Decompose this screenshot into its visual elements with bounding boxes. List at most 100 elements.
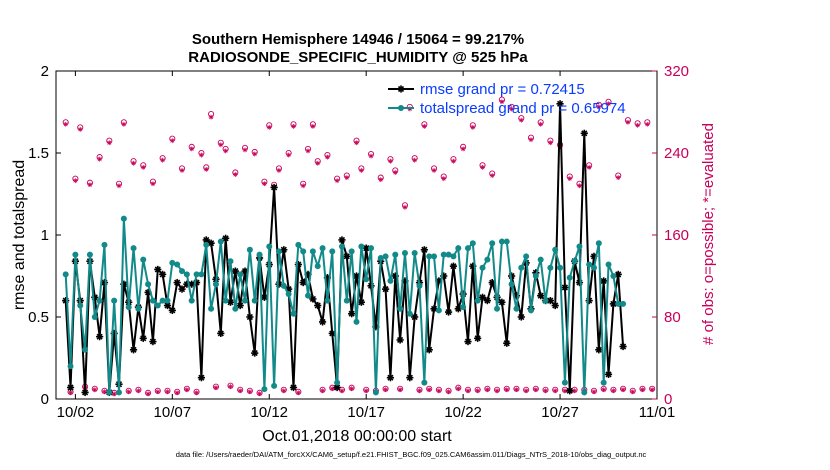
obs-evaluated-point bbox=[344, 175, 350, 180]
totalspread-point bbox=[275, 248, 282, 255]
obs-evaluated-point bbox=[160, 157, 166, 163]
rmse-marker-stroke bbox=[159, 271, 166, 278]
obs-evaluated-point bbox=[533, 387, 539, 393]
obs-evaluated-point bbox=[194, 390, 199, 396]
obs-evaluated-point bbox=[499, 99, 505, 105]
totalspread-point bbox=[271, 382, 278, 389]
obs-evaluated-stroke bbox=[117, 183, 121, 188]
totalspread-point bbox=[508, 281, 515, 288]
totalspread-point bbox=[67, 363, 74, 370]
rmse-point bbox=[503, 339, 511, 347]
totalspread-point bbox=[489, 240, 496, 247]
rmse-marker-stroke bbox=[421, 246, 428, 253]
obs-evaluated-stroke bbox=[417, 388, 422, 393]
obs-evaluated-stroke bbox=[388, 159, 393, 164]
totalspread-point bbox=[188, 297, 195, 304]
rmse-marker-stroke bbox=[338, 236, 346, 244]
obs-evaluated-stroke bbox=[606, 101, 611, 106]
obs-evaluated-point bbox=[199, 152, 204, 158]
totalspread-point bbox=[600, 379, 607, 386]
rmse-marker-stroke bbox=[397, 336, 404, 344]
totalspread-point bbox=[300, 248, 307, 255]
plot-area: 0 0.5 1 1.5 2 0 80 160 240 320 10/02 10/07 10/12 10/1… bbox=[28, 63, 689, 421]
rmse-point bbox=[580, 129, 588, 137]
y-axis-label: rmse and totalspread bbox=[11, 160, 28, 310]
obs-evaluated-stroke bbox=[310, 124, 315, 129]
rmse-marker-stroke bbox=[348, 310, 355, 317]
rmse-marker-stroke bbox=[455, 305, 462, 312]
obs-evaluated-point bbox=[591, 389, 597, 395]
totalspread-point bbox=[460, 304, 467, 311]
x-tick-label: 10/22 bbox=[444, 404, 482, 421]
obs-evaluated-stroke bbox=[68, 390, 73, 395]
totalspread-point bbox=[586, 261, 593, 268]
rmse-point bbox=[483, 297, 491, 305]
obs-evaluated-point bbox=[586, 164, 592, 170]
rmse-point bbox=[66, 383, 75, 392]
rmse-point bbox=[207, 239, 215, 247]
rmse-point bbox=[517, 313, 525, 321]
rmse-point bbox=[159, 270, 167, 278]
totalspread-point bbox=[295, 241, 302, 248]
rmse-marker-stroke bbox=[329, 330, 336, 337]
obs-evaluated-point bbox=[562, 388, 568, 394]
totalspread-point bbox=[605, 261, 612, 268]
totalspread-point bbox=[91, 314, 98, 320]
totalspread-point bbox=[193, 271, 200, 278]
obs-evaluated-stroke bbox=[306, 148, 310, 153]
obs-evaluated-stroke bbox=[359, 168, 364, 173]
rmse-marker-stroke bbox=[334, 384, 341, 391]
totalspread-point bbox=[431, 253, 438, 260]
obs-evaluated-stroke bbox=[78, 127, 83, 132]
y-tick-label: 0 bbox=[41, 391, 49, 408]
rmse-marker-stroke bbox=[474, 335, 481, 342]
totalspread-point bbox=[372, 389, 379, 396]
obs-evaluated-point bbox=[232, 172, 238, 177]
obs-evaluated-point bbox=[281, 388, 287, 394]
totalspread-point bbox=[179, 268, 186, 275]
totalspread-point bbox=[309, 248, 316, 255]
x-tick-label: 11/01 bbox=[639, 404, 675, 421]
obs-evaluated-point bbox=[145, 391, 151, 397]
totalspread-point bbox=[406, 310, 413, 317]
rmse-marker-stroke bbox=[261, 294, 268, 301]
totalspread-point bbox=[610, 273, 617, 279]
totalspread-point bbox=[581, 389, 588, 396]
obs-evaluated-point bbox=[392, 170, 398, 175]
obs-evaluated-stroke bbox=[257, 391, 262, 396]
rmse-marker-stroke bbox=[619, 343, 627, 350]
y2-axis-label: # of obs: o=possible; *=evaluated bbox=[700, 123, 717, 345]
totalspread-point bbox=[285, 291, 292, 298]
obs-evaluated-point bbox=[208, 114, 214, 120]
obs-evaluated-stroke bbox=[213, 385, 218, 390]
totalspread-point bbox=[120, 215, 127, 222]
rmse-marker-stroke bbox=[246, 313, 253, 321]
obs-evaluated-point bbox=[257, 391, 262, 397]
rmse-marker-stroke bbox=[503, 340, 510, 347]
totalspread-point bbox=[401, 250, 408, 257]
totalspread-point bbox=[382, 253, 389, 260]
obs-evaluated-point bbox=[87, 182, 93, 188]
obs-evaluated-stroke bbox=[73, 178, 78, 183]
rmse-marker-stroke bbox=[237, 302, 244, 309]
obs-evaluated-stroke bbox=[243, 147, 247, 152]
rmse-marker-stroke bbox=[445, 308, 452, 316]
obs-evaluated-point bbox=[349, 386, 355, 392]
rmse-point bbox=[309, 295, 317, 303]
y-tick-label: 0.5 bbox=[28, 309, 49, 326]
totalspread-point bbox=[426, 253, 433, 260]
obs-evaluated-stroke bbox=[645, 122, 650, 127]
totalspread-point bbox=[203, 241, 210, 248]
totalspread-point bbox=[421, 379, 428, 386]
rmse-marker-stroke bbox=[164, 302, 171, 309]
obs-evaluated-point bbox=[228, 384, 233, 390]
rmse-marker-stroke bbox=[290, 384, 297, 391]
obs-evaluated-stroke bbox=[228, 384, 233, 389]
obs-evaluated-stroke bbox=[456, 386, 461, 391]
rmse-marker-stroke bbox=[353, 272, 360, 280]
obs-evaluated-stroke bbox=[441, 176, 446, 181]
rmse-marker-stroke bbox=[610, 300, 617, 307]
obs-evaluated-point bbox=[106, 140, 112, 146]
obs-evaluated-point bbox=[179, 168, 185, 173]
rmse-marker-stroke bbox=[430, 305, 438, 312]
